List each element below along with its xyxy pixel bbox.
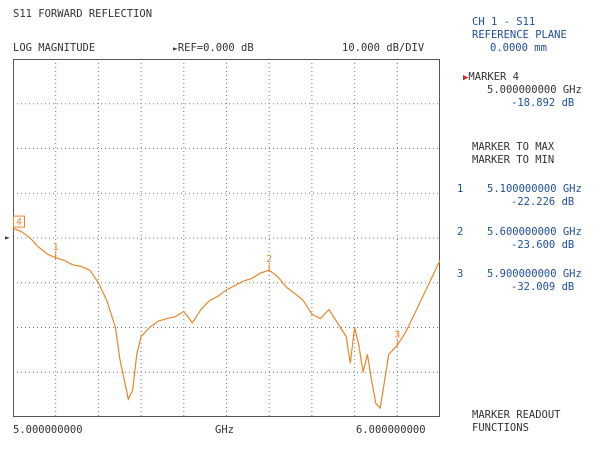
marker-4-box [13,215,25,228]
plot-svg: 4 1 2 3 [13,59,440,417]
format-label: LOG MAGNITUDE [13,42,96,54]
screen-title: S11 FORWARD REFLECTION [13,8,153,20]
marker-3-value: -32.009 dB [511,281,575,293]
marker-label-4: 4 [16,217,22,228]
stop-frequency: 6.000000000 [356,424,426,436]
marker-label-2: 2 [266,254,272,265]
active-marker-text: MARKER 4 [468,71,519,83]
reference-value: REF=0.000 dB [177,42,254,54]
active-marker-frequency: 5.000000000 GHz [487,84,582,96]
marker-2-frequency: 5.600000000 GHz [487,226,582,238]
marker-to-max-softkey[interactable]: MARKER TO MAX [472,141,555,153]
marker-to-min-softkey[interactable]: MARKER TO MIN [472,154,555,166]
active-marker-value: -18.892 dB [511,97,575,109]
scale-label: 10.000 dB/DIV [342,42,425,54]
trace-plot: 4 1 2 3 [13,59,440,417]
marker-1-value: -22.226 dB [511,196,575,208]
marker-3-frequency: 5.900000000 GHz [487,268,582,280]
marker-label-1: 1 [53,242,59,253]
functions-softkey[interactable]: FUNCTIONS [472,422,529,434]
marker-2-value: -23.600 dB [511,239,575,251]
start-frequency: 5.000000000 [13,424,83,436]
active-marker-label[interactable]: ▶MARKER 4 [463,71,519,84]
marker-2-number: 2 [457,226,464,238]
marker-1-frequency: 5.100000000 GHz [487,183,582,195]
reference-readout: ►REF=0.000 dB [173,42,254,55]
marker-readout-softkey[interactable]: MARKER READOUT [472,409,561,421]
channel-label: CH 1 - S11 [472,16,536,28]
marker-1-number: 1 [457,183,464,195]
ref-arrow-icon: ► [173,44,178,53]
reference-position-icon: ► [5,233,10,242]
marker-label-3: 3 [394,329,400,340]
plot-frame [13,59,440,417]
ref-plane-value: 0.0000 mm [490,42,547,54]
frequency-unit: GHz [215,424,234,436]
active-marker-icon: ▶ [463,73,469,83]
marker-3-number: 3 [457,268,464,280]
trace-line-0 [13,227,440,410]
ref-plane-label: REFERENCE PLANE [472,29,567,41]
